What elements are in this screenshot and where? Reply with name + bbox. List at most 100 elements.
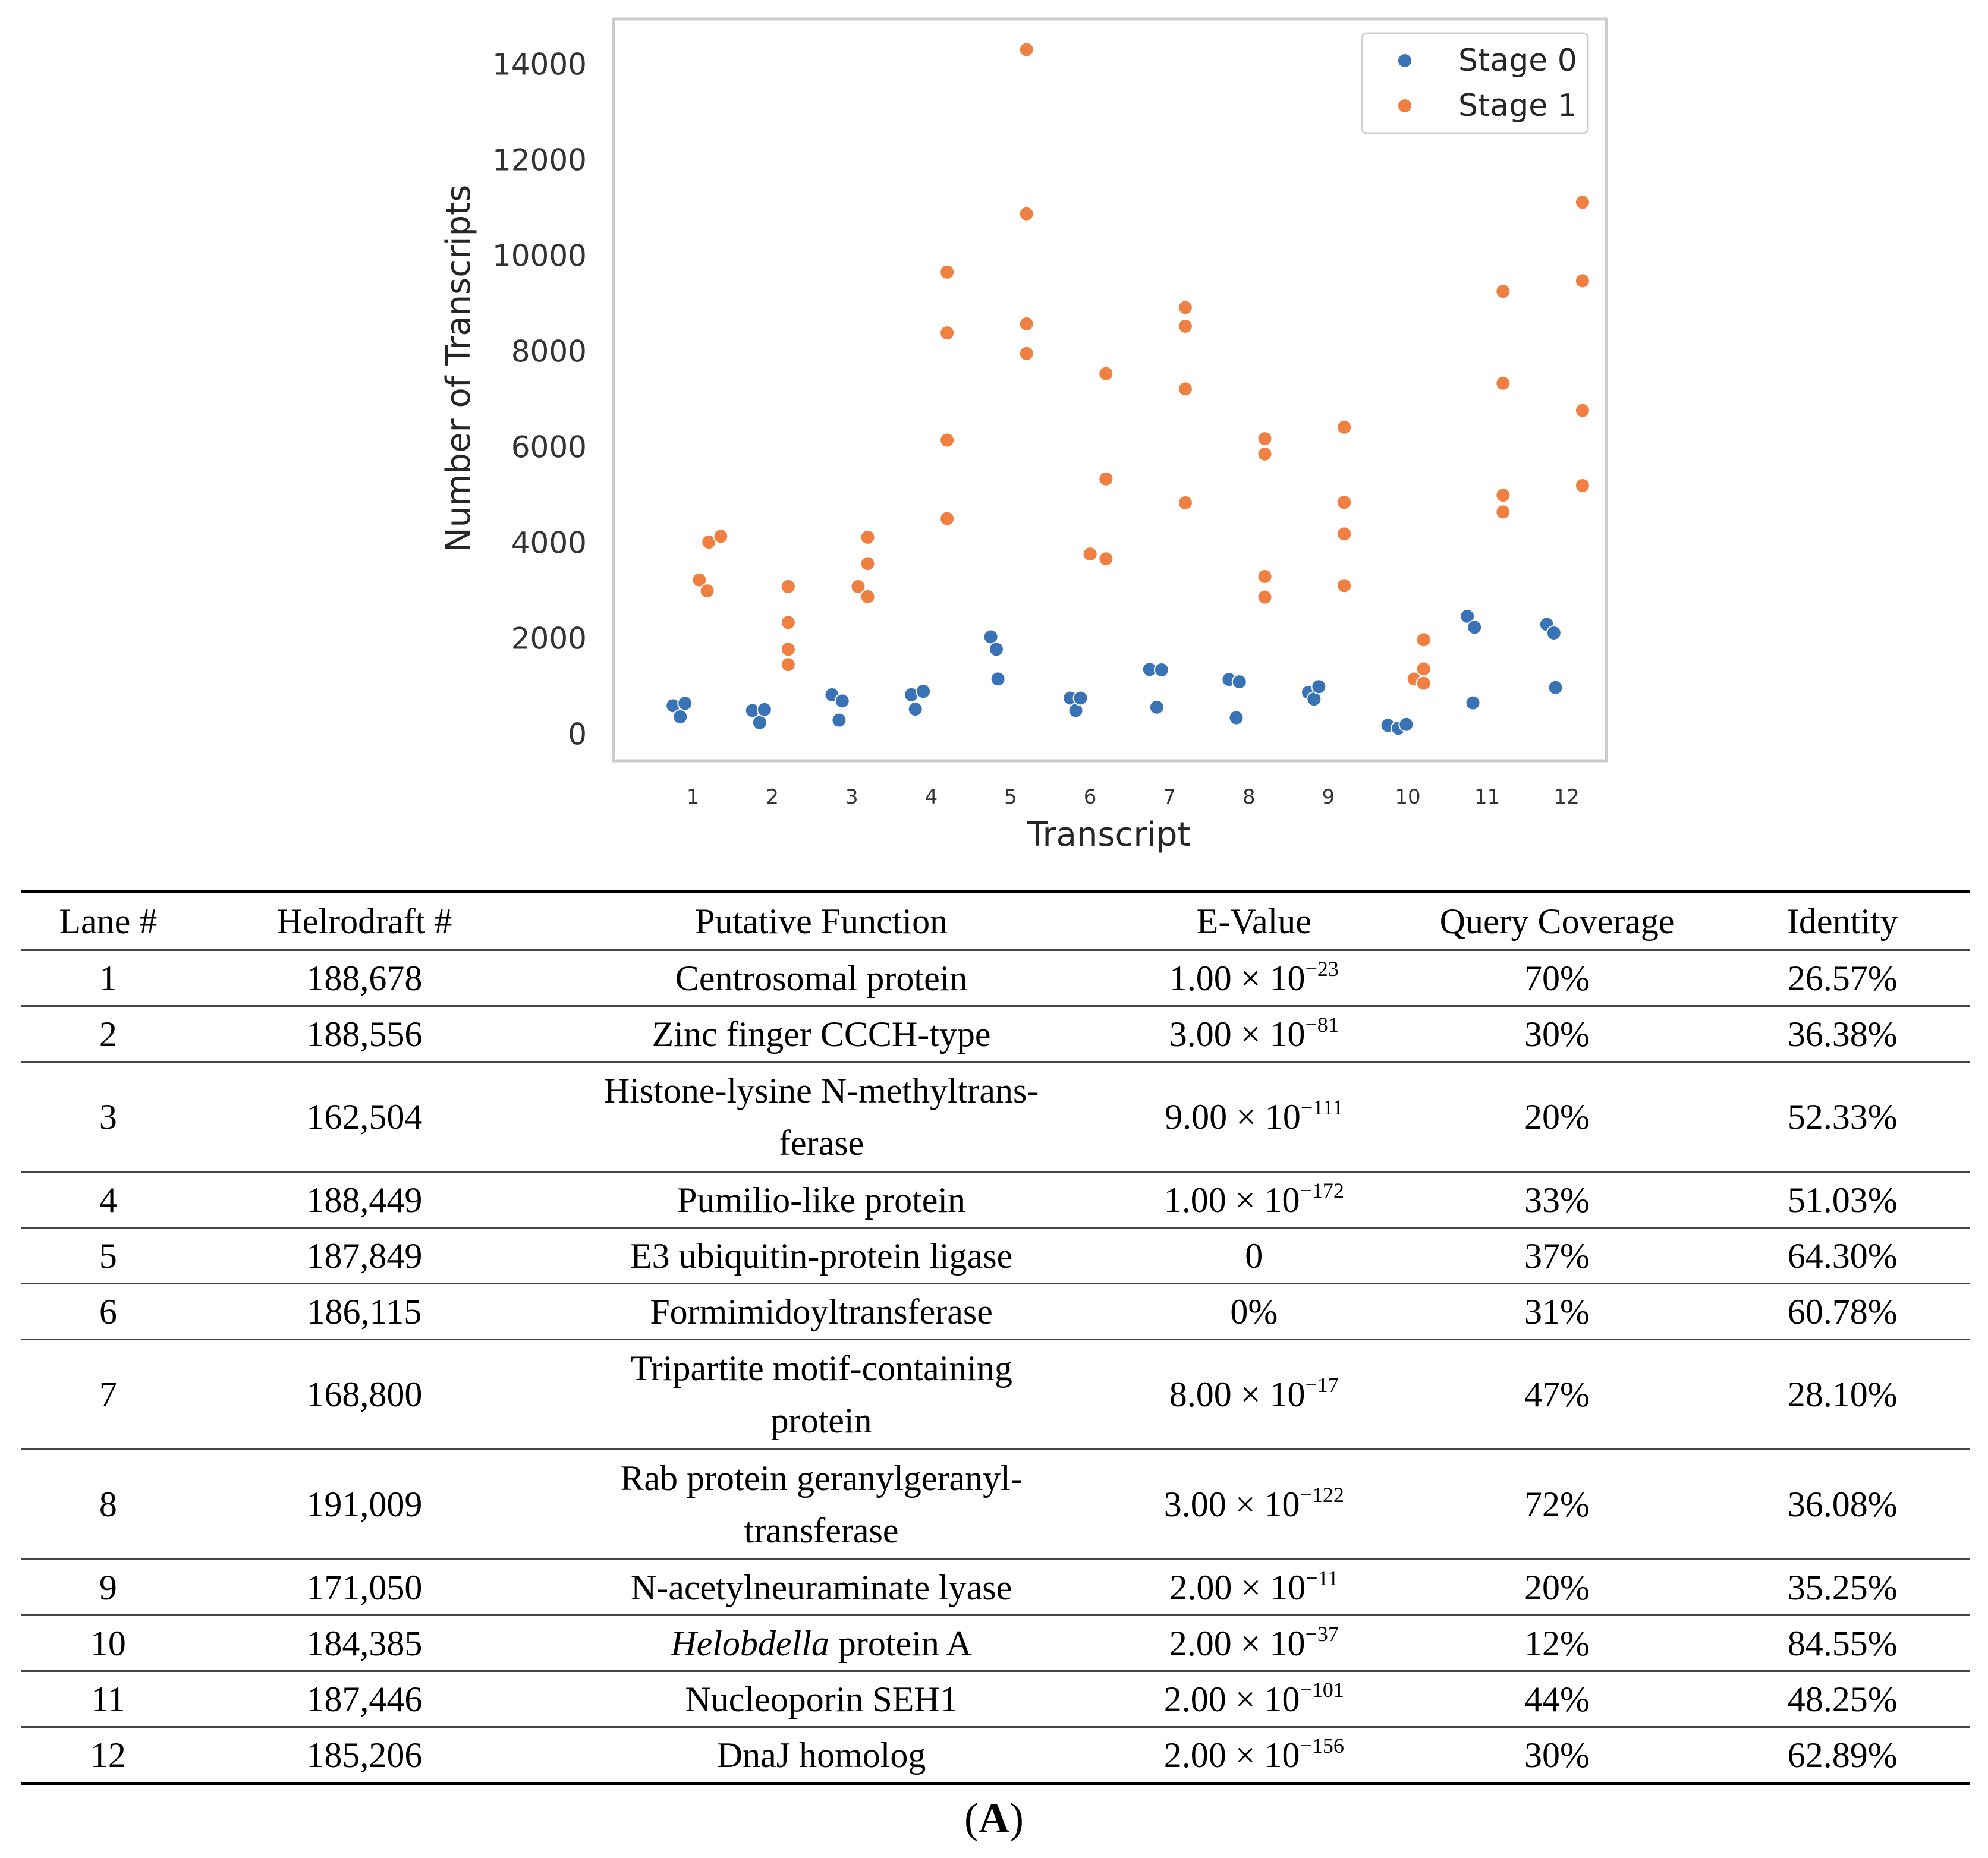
cell-helrodraft: 184,385: [194, 1615, 534, 1672]
scatter-point-stage-0: [916, 684, 932, 700]
header-e-value: E-Value: [1109, 892, 1399, 951]
scatter-point-stage-0: [1398, 716, 1414, 732]
plot-area-frame: [612, 17, 1608, 763]
scatter-point-stage-1: [860, 556, 876, 572]
cell-helrodraft: 185,206: [194, 1727, 534, 1785]
table-row: 5 187,849 E3 ubiquitin-protein ligase 0 …: [21, 1227, 1970, 1284]
cell-lane: 11: [21, 1671, 195, 1728]
cell-helrodraft: 191,009: [194, 1449, 534, 1560]
cell-query-coverage: 47%: [1399, 1339, 1715, 1450]
cell-identity: 62.89%: [1715, 1727, 1970, 1785]
scatter-point-stage-1: [1415, 661, 1432, 677]
scatter-point-stage-1: [1257, 589, 1273, 605]
scatter-point-stage-1: [1495, 284, 1511, 300]
cell-query-coverage: 33%: [1399, 1172, 1715, 1229]
cell-function: Histone-lysine N-methyltrans-ferase: [534, 1062, 1109, 1173]
x-tick-label: 4: [925, 785, 938, 809]
scatter-point-stage-1: [1177, 381, 1193, 397]
y-axis-label: Number of Transcripts: [439, 185, 478, 553]
scatter-point-stage-1: [1018, 206, 1034, 222]
cell-lane: 7: [21, 1339, 195, 1450]
scatter-point-stage-1: [780, 615, 796, 631]
cell-e-value: 3.00 × 10−122: [1109, 1449, 1399, 1560]
scatter-point-stage-0: [834, 693, 850, 709]
scatter-point-stage-1: [1495, 504, 1511, 520]
cell-query-coverage: 44%: [1399, 1671, 1715, 1728]
cell-e-value: 8.00 × 10−17: [1109, 1339, 1399, 1450]
cell-e-value: 3.00 × 10−81: [1109, 1006, 1399, 1063]
blast-results-table: Lane # Helrodraft # Putative Function E-…: [21, 890, 1970, 1785]
cell-lane: 3: [21, 1062, 195, 1173]
x-tick-label: 3: [845, 785, 858, 809]
scatter-point-stage-0: [1153, 662, 1169, 678]
table-row: 4 188,449 Pumilio-like protein 1.00 × 10…: [21, 1172, 1970, 1229]
scatter-point-stage-1: [1018, 316, 1034, 332]
table-header-row: Lane # Helrodraft # Putative Function E-…: [21, 892, 1970, 951]
x-tick-labels: 1 2 3 4 5 6 7 8 9 10 11 12: [687, 785, 1580, 809]
cell-helrodraft: 188,678: [194, 950, 534, 1007]
y-tick-label: 2000: [511, 622, 587, 656]
x-tick-label: 9: [1322, 785, 1335, 809]
legend: Stage 0 Stage 1: [1361, 32, 1589, 134]
x-tick-label: 11: [1474, 785, 1500, 809]
scatter-point-stage-0: [1228, 710, 1244, 726]
cell-helrodraft: 187,849: [194, 1227, 534, 1284]
cell-e-value: 9.00 × 10−111: [1109, 1062, 1399, 1173]
scatter-point-stage-1: [1495, 375, 1511, 391]
x-axis-label: Transcript: [1027, 815, 1191, 854]
header-identity: Identity: [1715, 892, 1970, 951]
scatter-point-stage-0: [1547, 679, 1564, 695]
scatter-point-stage-1: [1415, 632, 1432, 648]
e-value-exponent: −172: [1300, 1178, 1344, 1202]
cell-e-value: 0%: [1109, 1283, 1399, 1340]
scatter-point-stage-1: [1574, 273, 1590, 289]
scatter-point-stage-1: [1177, 495, 1193, 511]
scatter-point-stage-0: [751, 714, 767, 730]
e-value-exponent: −81: [1305, 1012, 1339, 1037]
cell-function: N-acetylneuraminate lyase: [534, 1559, 1109, 1616]
x-tick-label: 2: [766, 785, 779, 809]
table-row: 7 168,800 Tripartite motif-containing pro…: [21, 1339, 1970, 1450]
cell-e-value: 2.00 × 10−37: [1109, 1615, 1399, 1672]
e-value-exponent: −122: [1300, 1483, 1344, 1507]
cell-query-coverage: 37%: [1399, 1227, 1715, 1284]
table-row: 6 186,115 Formimidoyltransferase 0% 31% …: [21, 1283, 1970, 1340]
cell-function: Rab protein geranylgeranyl-transferase: [534, 1449, 1109, 1560]
e-value-exponent: −37: [1305, 1621, 1339, 1646]
results-table: Lane # Helrodraft # Putative Function E-…: [21, 890, 1970, 1785]
scatter-point-stage-0: [1465, 695, 1481, 711]
y-tick-label: 12000: [492, 143, 587, 178]
header-lane: Lane #: [21, 892, 195, 951]
cell-helrodraft: 188,449: [194, 1172, 534, 1229]
cell-lane: 10: [21, 1615, 195, 1672]
scatter-point-stage-1: [1336, 578, 1352, 594]
scatter-point-stage-1: [1257, 569, 1273, 585]
scatter-point-stage-1: [1257, 446, 1273, 462]
scatter-point-stage-1: [1098, 471, 1114, 487]
cell-e-value: 1.00 × 10−23: [1109, 950, 1399, 1007]
e-value-exponent: −11: [1306, 1566, 1339, 1590]
cell-query-coverage: 72%: [1399, 1449, 1715, 1560]
cell-identity: 36.38%: [1715, 1006, 1970, 1063]
e-value-exponent: −111: [1300, 1095, 1344, 1119]
scatter-point-stage-1: [699, 583, 715, 599]
table-row: 10 184,385 Helobdella protein A 2.00 × 1…: [21, 1615, 1970, 1672]
scatter-point-stage-1: [1177, 318, 1193, 334]
cell-e-value: 0: [1109, 1227, 1399, 1284]
scatter-point-stage-1: [713, 528, 729, 544]
scatter-point-stage-1: [1098, 551, 1114, 567]
scatter-point-stage-0: [677, 695, 693, 711]
cell-identity: 64.30%: [1715, 1227, 1970, 1284]
y-tick-label: 4000: [511, 526, 587, 560]
cell-helrodraft: 168,800: [194, 1339, 534, 1450]
cell-query-coverage: 70%: [1399, 950, 1715, 1007]
scatter-point-stage-1: [1082, 546, 1098, 562]
scatter-point-stage-1: [939, 325, 955, 341]
table-row: 3 162,504 Histone-lysine N-methyltrans-f…: [21, 1062, 1970, 1173]
scatter-point-stage-1: [1018, 345, 1034, 361]
scatter-point-stage-1: [1574, 402, 1590, 418]
scatter-point-stage-1: [1336, 526, 1352, 542]
cell-helrodraft: 187,446: [194, 1671, 534, 1728]
y-tick-label: 6000: [511, 430, 587, 465]
